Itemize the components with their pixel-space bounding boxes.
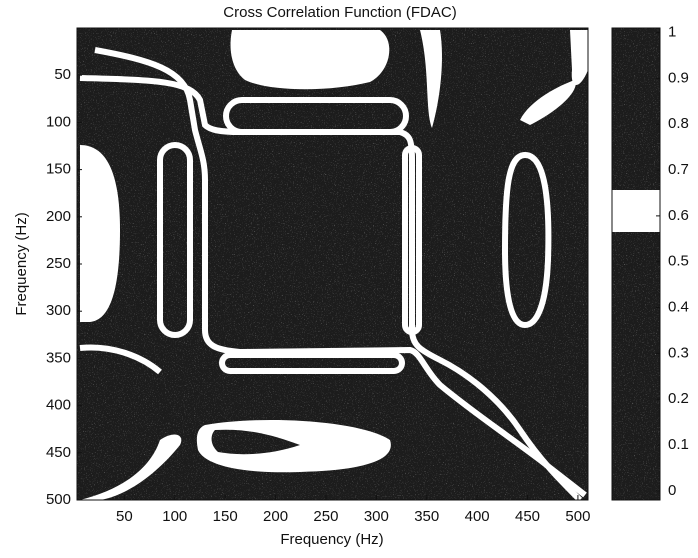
y-tick-label: 300 xyxy=(46,302,71,319)
colorbar-tick-label: 0.9 xyxy=(668,69,689,86)
colorbar-tick-label: 0.3 xyxy=(668,344,689,361)
chart: Cross Correlation Function (FDAC) Freque… xyxy=(0,0,698,553)
colorbar-tick-label: 0.2 xyxy=(668,390,689,407)
y-tick-label: 400 xyxy=(46,397,71,414)
colorbar-tick-label: 0.6 xyxy=(668,207,689,224)
x-tick-label: 150 xyxy=(213,508,238,525)
y-tick-label: 200 xyxy=(46,208,71,225)
colorbar xyxy=(612,28,660,500)
y-tick-label: 450 xyxy=(46,444,71,461)
colorbar-tick-label: 0.8 xyxy=(668,115,689,132)
colorbar-tick-label: 0.7 xyxy=(668,161,689,178)
x-tick-label: 250 xyxy=(313,508,338,525)
x-axis-label: Frequency (Hz) xyxy=(280,531,383,548)
chart-title: Cross Correlation Function (FDAC) xyxy=(223,4,456,21)
colorbar-tick-label: 0.1 xyxy=(668,436,689,453)
x-tick-label: 50 xyxy=(116,508,133,525)
y-tick-label: 250 xyxy=(46,255,71,272)
y-tick-label: 500 xyxy=(46,491,71,508)
colorbar-tick-label: 0.5 xyxy=(668,253,689,270)
texture xyxy=(612,28,660,500)
x-tick-label: 350 xyxy=(414,508,439,525)
x-tick-label: 100 xyxy=(162,508,187,525)
texture xyxy=(77,28,588,500)
y-tick-label: 150 xyxy=(46,161,71,178)
x-tick-label: 500 xyxy=(565,508,590,525)
x-tick-label: 450 xyxy=(515,508,540,525)
heatmap-image xyxy=(77,28,588,500)
y-axis-label: Frequency (Hz) xyxy=(13,212,30,315)
x-tick-label: 400 xyxy=(465,508,490,525)
page: {"chart_data": {"type": "heatmap", "titl… xyxy=(0,0,698,558)
x-tick-label: 200 xyxy=(263,508,288,525)
y-tick-label: 50 xyxy=(54,66,71,83)
colorbar-tick-label: 0 xyxy=(668,482,676,499)
x-tick-label: 300 xyxy=(364,508,389,525)
y-tick-label: 350 xyxy=(46,349,71,366)
colorbar-tick-label: 0.4 xyxy=(668,299,689,316)
y-tick-label: 100 xyxy=(46,113,71,130)
colorbar-tick-label: 1 xyxy=(668,24,676,41)
